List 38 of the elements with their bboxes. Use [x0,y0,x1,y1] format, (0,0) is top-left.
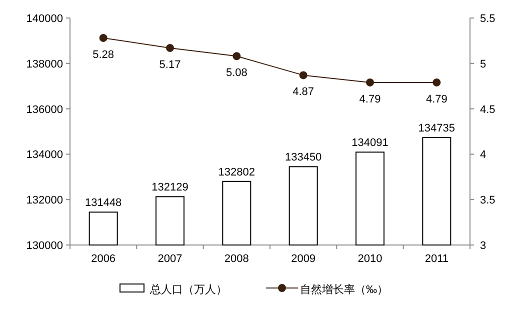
y2-tick-label: 3.5 [480,194,496,207]
x-tick-label: 2008 [224,253,249,265]
point [432,78,441,86]
data-label: 132129 [152,182,188,194]
data-label: 134091 [352,137,388,150]
data-label: 4.79 [359,93,381,106]
y-tick-label: 138000 [26,58,63,70]
y2-tick-label: 5.5 [480,13,496,25]
legend-label: 总人口（万人） [149,283,227,296]
y-tick-label: 140000 [26,13,63,25]
data-label: 5.28 [92,48,114,61]
data-label: 131448 [84,197,122,210]
y-tick-label: 132000 [26,194,63,207]
data-label: 4.87 [292,86,314,98]
point [99,34,108,42]
x-tick-label: 2011 [424,253,448,265]
y-tick-label: 136000 [26,104,63,116]
x-tick-label: 2007 [158,253,182,265]
x-tick-label: 2010 [358,253,382,265]
data-label: 5.08 [226,67,248,80]
data-label: 132802 [218,166,256,178]
x-tick-label: 2006 [91,253,116,265]
y-tick-label: 134000 [26,149,63,162]
legend-label: 自然增长率（‰） [300,283,388,296]
y2-tick-label: 5 [480,58,486,70]
x-tick-label: 2009 [291,253,316,265]
data-label: 4.79 [426,93,448,106]
y2-tick-label: 4.5 [480,104,496,116]
point [166,44,174,52]
data-label: 133450 [284,152,322,164]
point [366,78,374,86]
y2-tick-label: 3 [480,240,486,252]
data-label: 5.17 [159,58,181,71]
y2-tick-label: 4 [480,149,486,162]
y-tick-label: 130000 [26,240,63,252]
data-label: 134735 [418,122,456,135]
point [299,71,308,80]
point [232,52,241,60]
